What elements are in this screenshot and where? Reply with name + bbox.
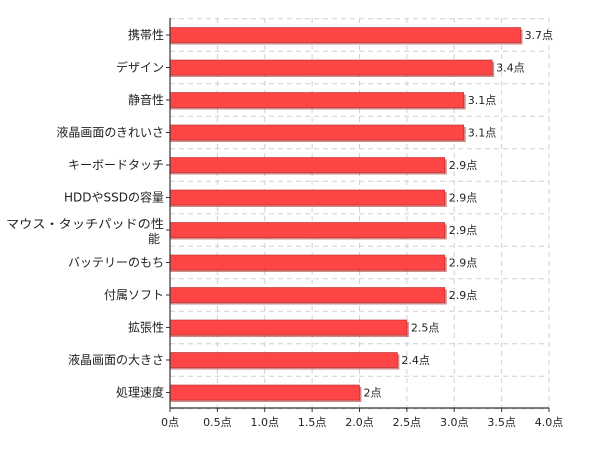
category-label: マウス・タッチパッドの性能 <box>6 217 164 246</box>
data-label: 2.9点 <box>449 289 478 302</box>
category-label: 静音性 <box>128 92 164 107</box>
data-label: 2.9点 <box>449 159 478 172</box>
bar <box>169 384 360 401</box>
x-tick-label: 3.5点 <box>487 416 516 429</box>
category-label: キーボードタッチ <box>68 158 164 172</box>
x-tick-label: 2.0点 <box>345 416 374 429</box>
bar <box>169 254 446 271</box>
data-label: 2.9点 <box>449 257 478 270</box>
data-label: 2点 <box>364 387 382 400</box>
bar <box>169 59 493 76</box>
x-tick-label: 0点 <box>161 416 179 429</box>
bar <box>169 27 521 43</box>
data-label: 2.9点 <box>449 192 478 205</box>
x-tick-label: 0.5点 <box>203 416 232 429</box>
category-label: 液晶画面のきれいさ <box>56 125 164 140</box>
x-tick-label: 1.5点 <box>298 416 327 429</box>
data-label: 2.9点 <box>449 224 478 237</box>
category-label: 液晶画面の大きさ <box>68 352 164 367</box>
bar <box>169 124 465 141</box>
x-tick-label: 2.5点 <box>393 416 422 429</box>
category-label: 処理速度 <box>116 385 164 400</box>
bar <box>169 92 465 108</box>
data-label: 2.4点 <box>401 354 430 367</box>
bars <box>169 27 523 402</box>
data-label: 3.1点 <box>468 127 497 140</box>
data-label: 3.1点 <box>468 94 497 107</box>
category-label: 付属ソフト <box>104 288 164 302</box>
data-label: 3.7点 <box>525 29 554 42</box>
data-label: 2.5点 <box>411 322 440 335</box>
bar <box>169 222 446 238</box>
x-tick-label: 1.0点 <box>251 416 280 429</box>
bar <box>169 287 446 303</box>
category-label: 拡張性 <box>128 321 164 335</box>
category-label: HDDやSSDの容量 <box>64 190 164 205</box>
category-label: 携帯性 <box>128 27 164 42</box>
bar <box>169 189 446 206</box>
x-tick-label: 3.0点 <box>440 416 469 429</box>
bar <box>169 157 446 173</box>
category-label: デザイン <box>116 60 164 75</box>
data-label: 3.4点 <box>496 62 525 75</box>
labels: 3.7点 3.4点 3.1点 3.1点 2.9点 2.9点 2.9点 2.9点 2.9点 2.5点… <box>6 27 563 429</box>
bar <box>169 319 408 336</box>
bar <box>169 352 398 368</box>
grid-lines <box>170 18 550 410</box>
category-label: バッテリーのもち <box>68 256 164 270</box>
axes <box>166 18 550 412</box>
x-tick-label: 4.0点 <box>535 416 564 429</box>
